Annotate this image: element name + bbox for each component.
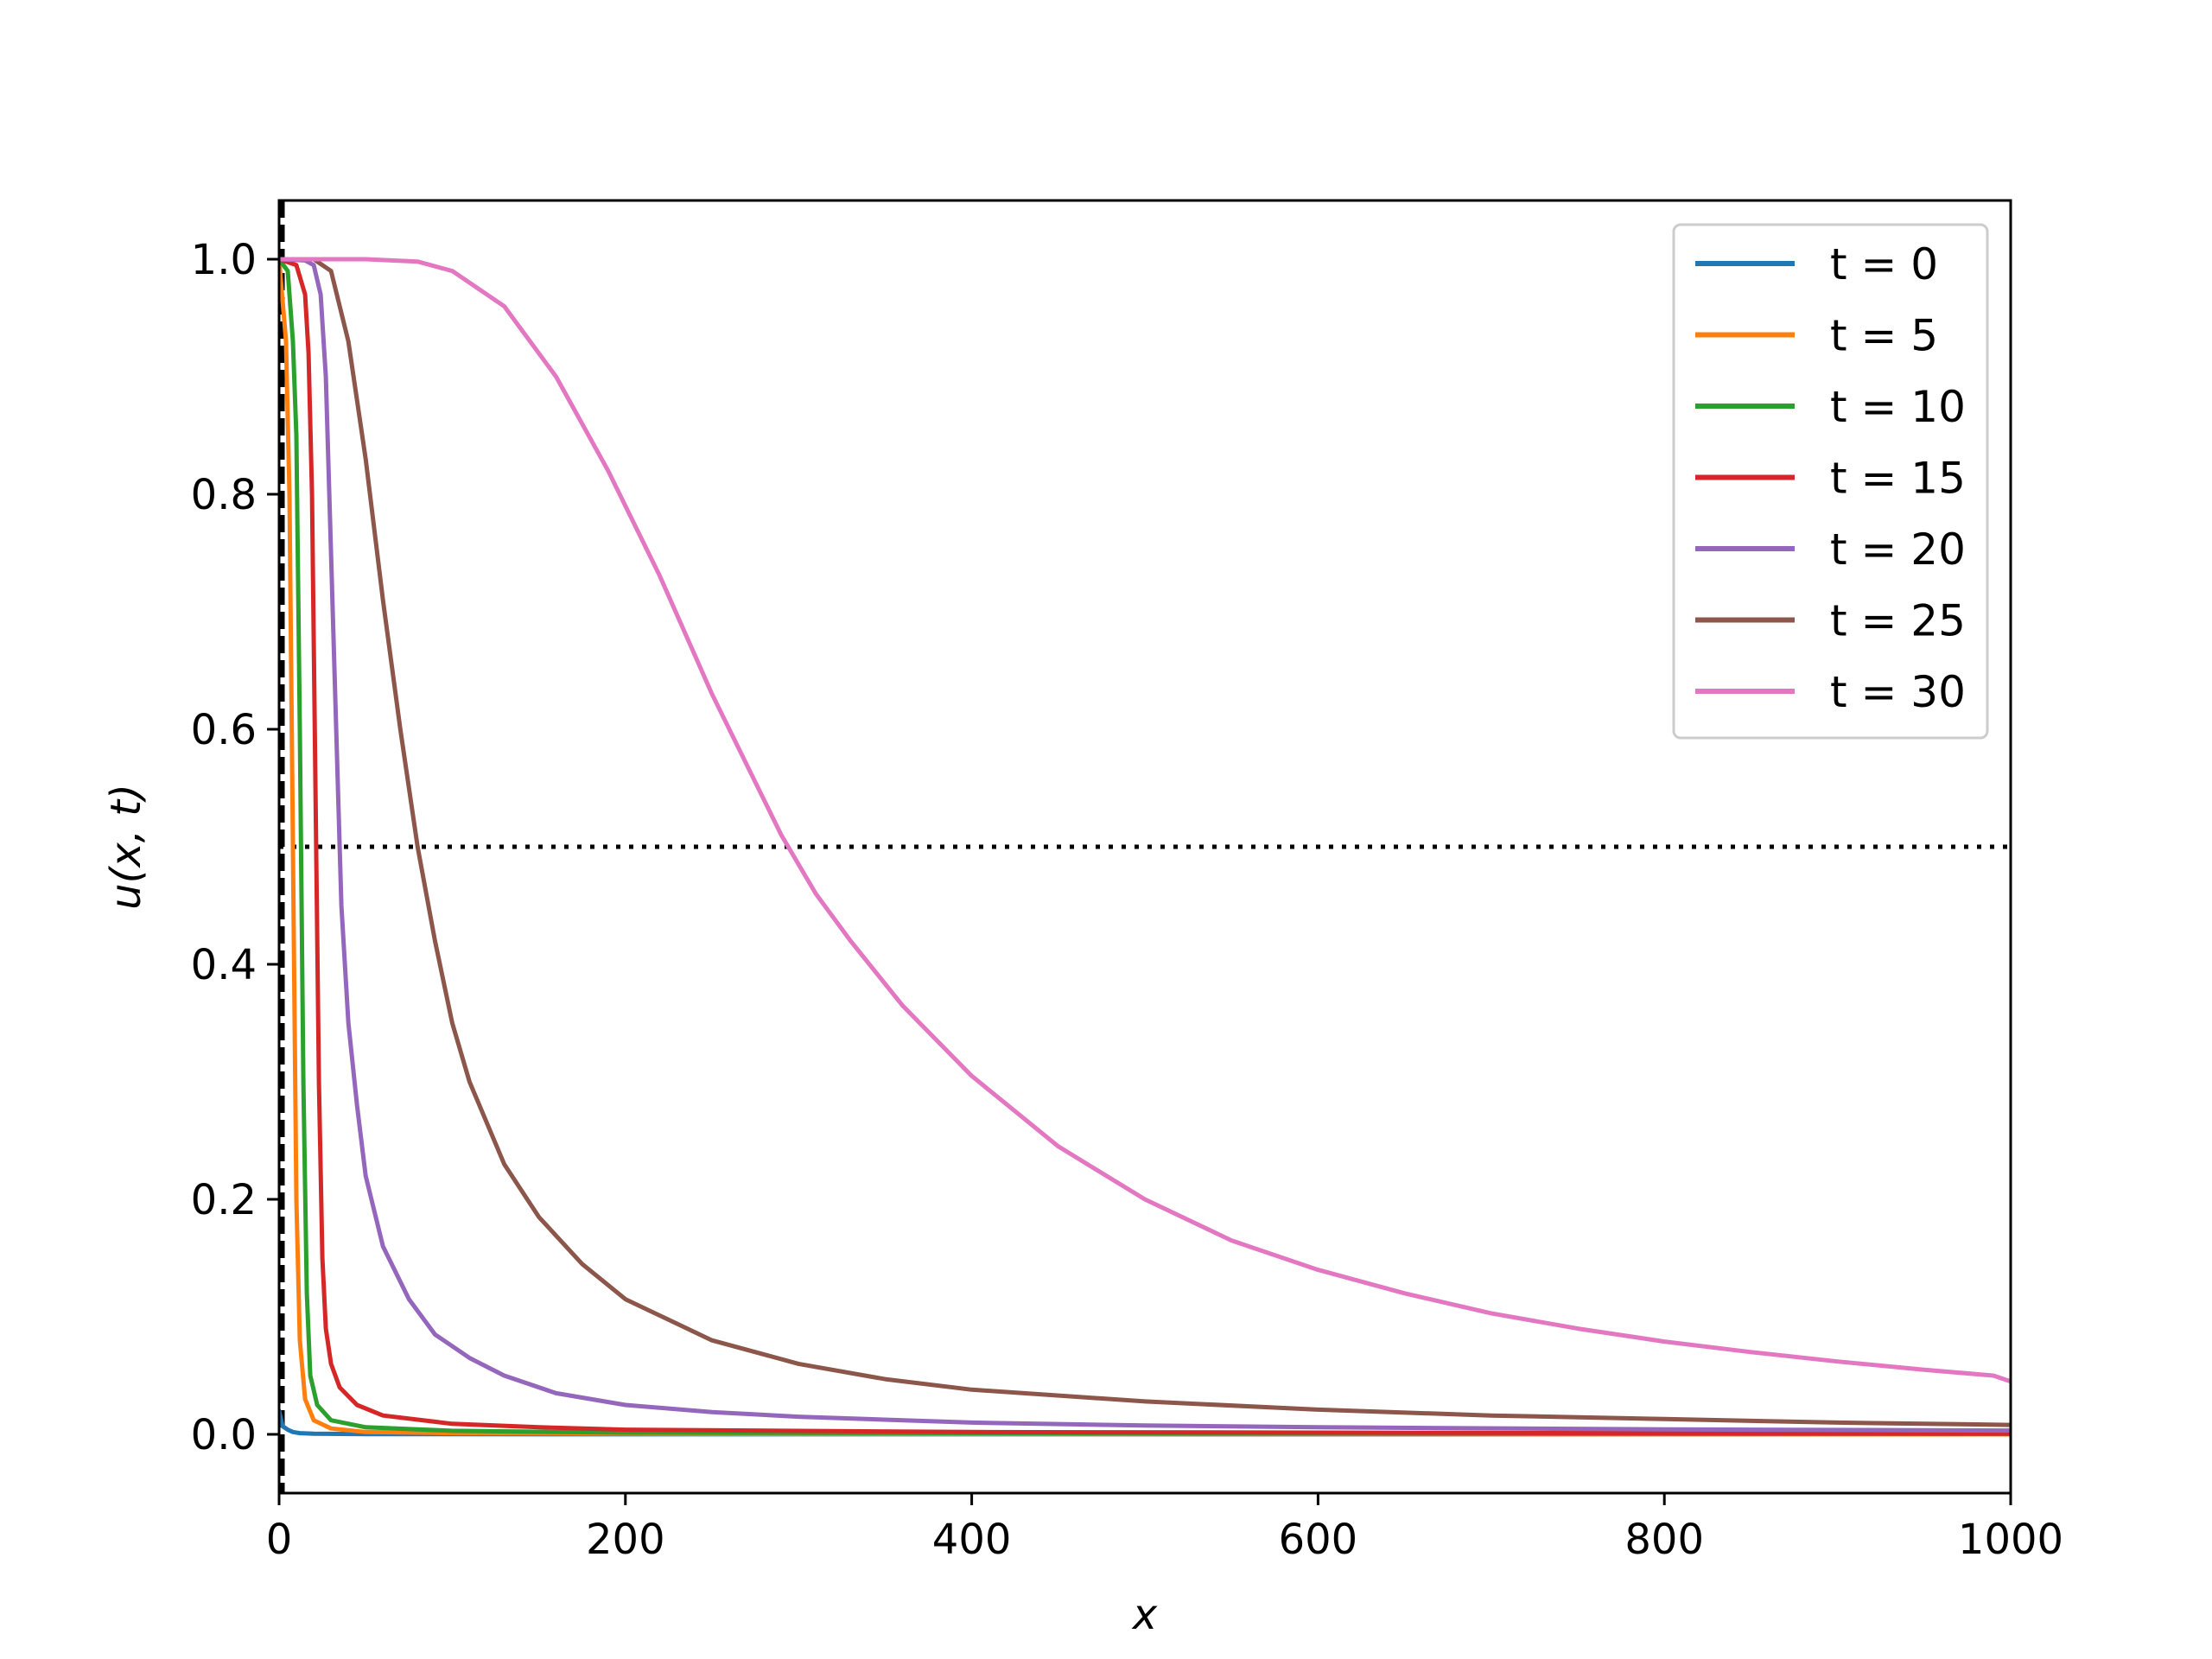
series-line-4 [279, 257, 2011, 1436]
data-series [279, 257, 2011, 1437]
x-tick-label: 600 [1279, 1516, 1358, 1564]
legend-label-7: t = 30 [1830, 667, 1966, 717]
y-tick-label: 0.0 [191, 1411, 257, 1459]
y-axis-title: u(x, t) [102, 784, 150, 910]
y-tick-label: 0.2 [191, 1176, 257, 1224]
legend-label-5: t = 20 [1830, 524, 1966, 575]
series-line-5 [279, 257, 2011, 1433]
y-tick-label: 1.0 [191, 236, 257, 284]
y-axis-ticks: 0.0 0.2 0.4 0.6 0.8 1.0 [191, 236, 279, 1459]
x-tick-label: 400 [932, 1516, 1012, 1564]
series-line-7 [279, 257, 2011, 1384]
x-tick-label: 200 [586, 1516, 665, 1564]
series-line-3 [279, 257, 2011, 1436]
legend-label-4: t = 15 [1830, 454, 1966, 504]
x-axis-ticks: 0 200 400 600 800 1000 [266, 1493, 2063, 1564]
reference-lines [279, 200, 2011, 1493]
plot-area-frame [277, 199, 2012, 1495]
legend-label-1: t = 0 [1830, 239, 1938, 289]
y-tick-label: 0.4 [191, 941, 257, 989]
legend-label-6: t = 25 [1830, 596, 1966, 646]
x-axis-title: x [1131, 1591, 1158, 1639]
legend: t = 0 t = 5 t = 10 t = 15 t = 20 t = 25 t = 30 [1672, 223, 1989, 740]
legend-box [1672, 223, 1989, 740]
series-line-2 [279, 257, 2011, 1437]
y-tick-label: 0.8 [191, 471, 257, 519]
legend-label-2: t = 5 [1830, 311, 1938, 361]
x-tick-label: 800 [1624, 1516, 1704, 1564]
legend-label-3: t = 10 [1830, 382, 1966, 432]
x-tick-label: 0 [266, 1516, 293, 1564]
series-line-6 [279, 257, 2011, 1427]
x-tick-label: 1000 [1958, 1516, 2063, 1564]
y-tick-label: 0.6 [191, 706, 257, 754]
